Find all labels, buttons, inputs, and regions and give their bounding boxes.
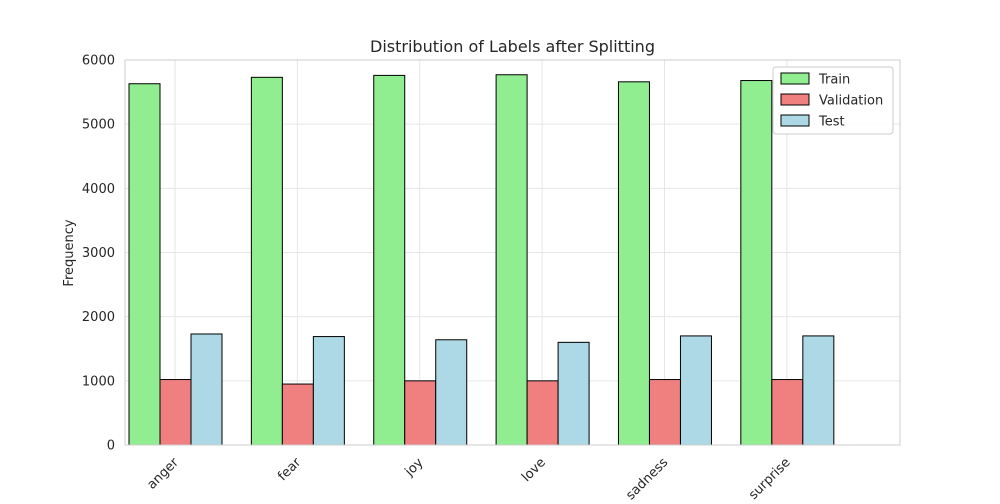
legend-items: Train Validation Test <box>780 72 883 130</box>
bar-validation-fear <box>281 383 314 446</box>
y-tick-label: 0 <box>107 439 115 454</box>
bar-train-love <box>495 74 528 446</box>
legend: Train Validation Test <box>772 66 894 135</box>
legend-swatch-train <box>780 72 810 85</box>
bar-train-sadness <box>617 81 650 446</box>
x-tick-label-sadness: sadness <box>623 455 671 500</box>
x-tick-label-fear: fear <box>275 455 304 484</box>
y-tick-label: 3000 <box>82 246 115 261</box>
plot-frame <box>124 59 901 446</box>
bar-test-sadness <box>679 335 712 446</box>
bar-test-fear <box>312 336 345 446</box>
legend-label-test: Test <box>818 115 845 130</box>
bar-test-love <box>557 341 590 446</box>
bar-train-joy <box>373 74 406 446</box>
y-tick-label: 4000 <box>82 182 115 197</box>
x-tick-label-love: love <box>519 455 549 485</box>
bar-validation-joy <box>404 380 437 446</box>
y-axis-label: Frequency <box>62 219 77 286</box>
bar-test-joy <box>435 339 468 446</box>
bar-train-surprise <box>740 80 773 446</box>
bar-layer <box>128 74 835 446</box>
bar-validation-sadness <box>648 379 681 446</box>
legend-swatch-test <box>780 114 810 127</box>
y-tick-label: 6000 <box>82 54 115 69</box>
legend-swatch-validation <box>780 93 810 106</box>
y-tick-label: 2000 <box>82 310 115 325</box>
bar-test-surprise <box>802 335 835 446</box>
bar-validation-surprise <box>771 379 804 446</box>
legend-label-train: Train <box>818 73 850 88</box>
x-tick-label-surprise: surprise <box>746 455 794 500</box>
bar-validation-love <box>526 380 559 446</box>
legend-label-validation: Validation <box>819 94 883 109</box>
y-tick-label: 5000 <box>82 118 115 133</box>
bar-train-anger <box>128 83 161 446</box>
bar-test-anger <box>190 333 223 446</box>
bar-train-fear <box>250 76 283 446</box>
x-tick-label-joy: joy <box>402 455 427 480</box>
y-tick-labels: 0 1000 2000 3000 4000 5000 6000 <box>82 54 115 454</box>
x-tick-labels: anger fear joy love sadness surprise <box>144 455 794 503</box>
chart-title: Distribution of Labels after Splitting <box>370 37 655 56</box>
y-tick-label: 1000 <box>82 374 115 389</box>
bar-validation-anger <box>159 379 192 446</box>
x-tick-label-anger: anger <box>144 455 182 493</box>
